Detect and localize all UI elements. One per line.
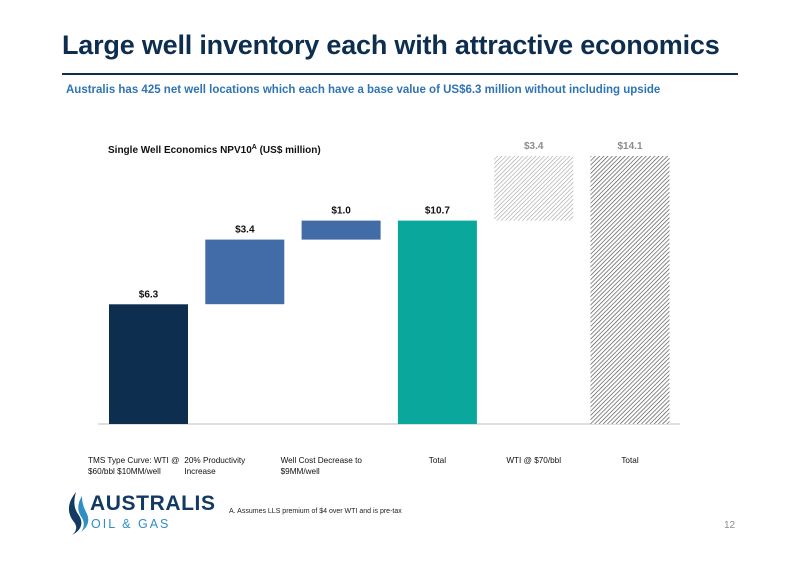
company-logo: AUSTRALIS OIL & GAS (62, 490, 222, 540)
bar-value-label-2: $3.4 (235, 225, 255, 236)
category-label-4: Total (429, 456, 446, 465)
bar-3 (301, 220, 381, 240)
page-subtitle: Australis has 425 net well locations whi… (66, 84, 661, 96)
logo-subtext: OIL & GAS (91, 517, 171, 531)
logo-wordmark: AUSTRALIS (90, 492, 216, 515)
category-label-6: Total (621, 456, 638, 465)
bar-value-label-6: $14.1 (617, 141, 642, 152)
page-number: 12 (724, 520, 736, 531)
logo-mark-icon (68, 492, 89, 535)
bar-value-label-4: $10.7 (425, 206, 450, 217)
bar-5 (494, 156, 574, 221)
chart-title: Single Well Economics NPV10A (US$ millio… (108, 144, 321, 156)
bar-4 (397, 220, 477, 424)
bar-2 (205, 239, 285, 305)
bar-6 (590, 156, 670, 424)
bar-1 (109, 304, 188, 424)
bar-value-label-3: $1.0 (331, 206, 351, 217)
category-label-3: Well Cost Decrease to $9MM/well (281, 456, 363, 476)
category-label-2: 20% Productivity Increase (184, 456, 246, 476)
value-labels-group: $6.3 $3.4 $1.0 $10.7 $3.4 $14.1 (139, 141, 643, 300)
bar-value-label-5: $3.4 (524, 141, 544, 152)
category-labels-group: TMS Type Curve: WTI @ $60/bbl $10MM/well2… (88, 456, 639, 476)
category-label-1: TMS Type Curve: WTI @ $60/bbl $10MM/well (88, 456, 179, 476)
bar-value-label-1: $6.3 (139, 289, 159, 300)
page-title: Large well inventory each with attractiv… (62, 30, 720, 60)
title-rule (62, 73, 738, 75)
bars-group (109, 156, 670, 424)
footnote: A. Assumes LLS premium of $4 over WTI an… (229, 508, 402, 515)
category-label-5: WTI @ $70/bbl (506, 456, 561, 465)
